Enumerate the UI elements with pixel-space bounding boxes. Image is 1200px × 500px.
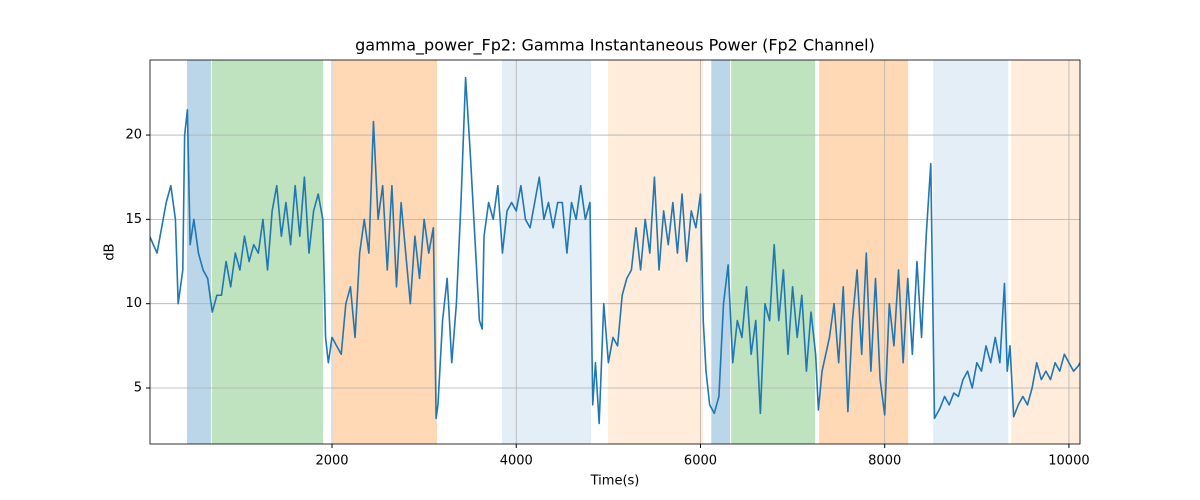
chart-title: gamma_power_Fp2: Gamma Instantaneous Pow…: [355, 36, 875, 56]
x-tick-label: 8000: [868, 454, 901, 469]
span: [332, 60, 438, 444]
y-tick-label: 15: [125, 212, 142, 227]
y-tick-label: 20: [125, 128, 142, 143]
span: [608, 60, 704, 444]
axes-frame: [149, 59, 1081, 445]
span: [933, 60, 1009, 444]
x-tick-label: 2000: [315, 454, 348, 469]
plot-area: [150, 60, 1080, 444]
y-tick-label: 5: [134, 381, 142, 396]
span: [211, 60, 324, 444]
span: [711, 60, 731, 444]
span: [1011, 60, 1080, 444]
y-tick-label: 10: [125, 296, 142, 311]
x-tick-label: 6000: [684, 454, 717, 469]
x-tick-label: 10000: [1048, 454, 1089, 469]
x-tick-label: 4000: [500, 454, 533, 469]
span: [819, 60, 909, 444]
span: [501, 60, 592, 444]
x-axis-label: Time(s): [590, 474, 640, 489]
line: [150, 76, 1080, 425]
y-axis-label: dB: [103, 243, 118, 260]
